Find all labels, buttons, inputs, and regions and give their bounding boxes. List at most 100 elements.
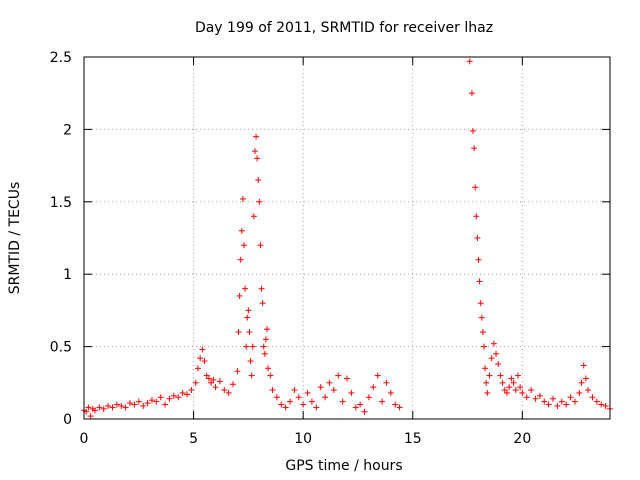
data-point bbox=[541, 398, 548, 405]
data-point bbox=[503, 389, 510, 396]
data-point bbox=[267, 372, 274, 379]
data-point bbox=[225, 389, 232, 396]
data-point bbox=[87, 413, 94, 420]
y-tick-label: 1.5 bbox=[50, 195, 72, 211]
data-point bbox=[339, 398, 346, 405]
data-point bbox=[300, 401, 307, 408]
data-point bbox=[201, 358, 208, 365]
data-point bbox=[471, 145, 478, 152]
data-point bbox=[257, 242, 264, 249]
data-point bbox=[474, 235, 481, 241]
data-point bbox=[244, 314, 251, 321]
data-point bbox=[495, 360, 502, 367]
data-point bbox=[532, 395, 539, 402]
data-point bbox=[326, 379, 333, 386]
data-point bbox=[317, 384, 324, 391]
data-point bbox=[162, 401, 169, 408]
data-point bbox=[157, 394, 164, 401]
data-point bbox=[127, 400, 134, 407]
data-point bbox=[475, 256, 482, 263]
data-point bbox=[113, 401, 120, 408]
data-point bbox=[545, 401, 552, 408]
data-point bbox=[365, 394, 372, 401]
data-point bbox=[184, 391, 191, 398]
data-point bbox=[260, 343, 267, 350]
data-point bbox=[243, 343, 250, 350]
data-point bbox=[589, 394, 596, 401]
data-point bbox=[170, 392, 177, 399]
data-point bbox=[166, 395, 173, 402]
data-point bbox=[109, 404, 116, 411]
data-point bbox=[194, 365, 201, 372]
data-point bbox=[175, 394, 182, 401]
data-point bbox=[493, 350, 500, 357]
data-point bbox=[558, 398, 565, 405]
data-point bbox=[322, 394, 329, 401]
data-point bbox=[528, 387, 535, 394]
y-tick-label: 0.5 bbox=[50, 340, 72, 356]
data-point bbox=[578, 379, 585, 386]
data-point bbox=[313, 404, 320, 411]
data-points bbox=[81, 58, 613, 420]
data-point bbox=[593, 398, 600, 405]
data-point bbox=[261, 350, 268, 357]
axis-ticks bbox=[83, 56, 610, 420]
data-point bbox=[508, 375, 515, 382]
data-point bbox=[221, 387, 228, 394]
data-point bbox=[304, 389, 311, 396]
data-point bbox=[247, 358, 254, 365]
data-point bbox=[478, 314, 485, 321]
x-tick-label: 0 bbox=[80, 431, 89, 447]
data-point bbox=[235, 329, 242, 336]
data-point bbox=[282, 404, 289, 411]
data-point bbox=[476, 278, 483, 285]
data-point bbox=[240, 242, 247, 249]
data-point bbox=[248, 372, 255, 379]
data-point bbox=[197, 355, 204, 362]
data-point bbox=[210, 376, 217, 383]
data-point bbox=[256, 198, 263, 205]
data-point bbox=[387, 389, 394, 396]
data-point bbox=[374, 372, 381, 379]
data-point bbox=[480, 343, 487, 350]
data-point bbox=[470, 127, 477, 134]
data-point bbox=[512, 387, 519, 394]
y-tick-label: 2.5 bbox=[50, 50, 72, 66]
data-point bbox=[585, 387, 592, 394]
x-tick-label: 15 bbox=[404, 431, 422, 447]
data-point bbox=[602, 402, 609, 409]
data-point bbox=[131, 401, 138, 408]
y-tick-label: 0 bbox=[63, 412, 72, 428]
data-point bbox=[269, 387, 276, 394]
data-point bbox=[576, 389, 583, 396]
data-point bbox=[484, 389, 491, 396]
data-point bbox=[105, 402, 112, 409]
data-point bbox=[468, 90, 475, 97]
data-point bbox=[517, 384, 524, 391]
chart-title: Day 199 of 2011, SRMTID for receiver lha… bbox=[195, 20, 493, 36]
data-point bbox=[179, 389, 186, 396]
data-point bbox=[472, 184, 479, 191]
y-tick-labels: 0 0.5 1 1.5 2 2.5 bbox=[50, 50, 72, 428]
data-point bbox=[486, 372, 493, 379]
data-point bbox=[148, 397, 155, 404]
plot-frame bbox=[83, 56, 611, 420]
data-point bbox=[479, 329, 486, 336]
data-point bbox=[291, 387, 298, 394]
data-point bbox=[122, 404, 129, 411]
data-point bbox=[536, 392, 543, 399]
y-tick-label: 2 bbox=[63, 122, 72, 138]
x-tick-labels: 0 5 10 15 20 bbox=[80, 431, 532, 447]
data-point bbox=[250, 213, 257, 220]
data-point bbox=[473, 213, 480, 220]
data-point bbox=[330, 387, 337, 394]
data-point bbox=[199, 346, 206, 353]
data-point bbox=[85, 404, 92, 411]
data-point bbox=[580, 362, 587, 369]
data-point bbox=[383, 379, 390, 386]
data-point bbox=[135, 398, 142, 405]
data-point bbox=[245, 307, 252, 314]
data-point bbox=[514, 372, 521, 379]
data-point bbox=[466, 58, 473, 65]
data-point bbox=[550, 395, 557, 402]
